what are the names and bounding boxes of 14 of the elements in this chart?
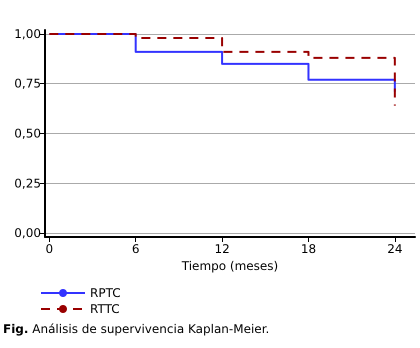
x-tick-label: 12 — [214, 242, 230, 256]
x-tick-label: 6 — [132, 242, 140, 256]
x-axis-title: Tiempo (meses) — [180, 258, 278, 273]
x-tick-label: 0 — [46, 242, 54, 256]
x-tick-label: 24 — [387, 242, 402, 256]
y-tick-label: 0,75 — [14, 76, 41, 91]
x-tick-label: 18 — [300, 242, 316, 256]
legend-label: RTTC — [90, 302, 120, 316]
y-tick-label: 1,00 — [14, 26, 41, 41]
text: Fig. Análisis de supervivencia Kaplan-Meier. — [3, 322, 270, 336]
y-tick-label: 0,50 — [14, 126, 41, 140]
y-tick-label: 0,00 — [14, 226, 41, 240]
y-tick-label: 0,25 — [14, 176, 41, 190]
legend-label: RPTC — [90, 286, 121, 300]
